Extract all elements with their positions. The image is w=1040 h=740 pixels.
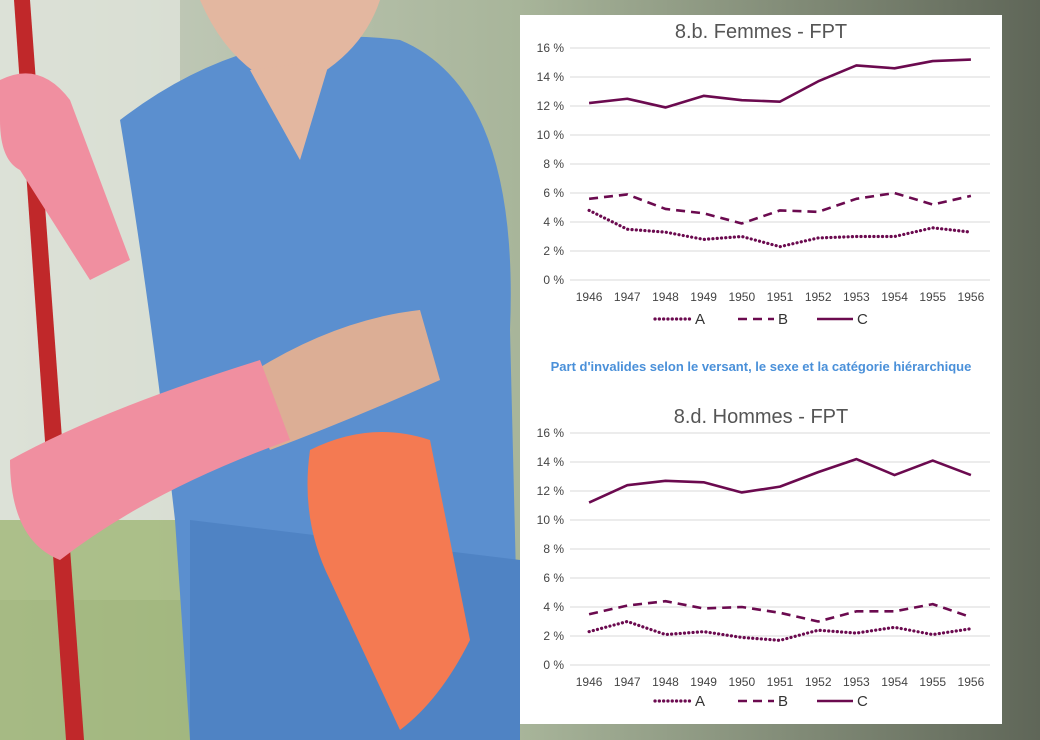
y-tick-label: 4 % <box>543 600 564 614</box>
chart-title: 8.d. Hommes - FPT <box>673 406 849 428</box>
figure-caption: Part d'invalides selon le versant, le se… <box>550 359 972 374</box>
x-tick-label: 1951 <box>767 675 794 689</box>
line-chart-femmes: 0 % 2 % 4 % 6 % 8 % 10 % 12 % 14 % 16 % 1946 1947 1… <box>537 41 990 328</box>
legend-label: C <box>857 693 868 710</box>
legend-label: B <box>778 311 788 328</box>
x-tick-label: 1948 <box>652 290 679 304</box>
y-tick-label: 8 % <box>543 542 564 556</box>
y-tick-label: 6 % <box>543 186 564 200</box>
x-tick-label: 1946 <box>576 290 603 304</box>
series-line-A <box>587 208 973 249</box>
x-tick-label: 1955 <box>919 675 946 689</box>
y-tick-label: 10 % <box>537 513 565 527</box>
series-line-A <box>587 619 973 642</box>
legend-label: B <box>778 693 788 710</box>
y-tick-label: 2 % <box>543 244 564 258</box>
legend-label: A <box>695 693 705 710</box>
y-tick-label: 14 % <box>537 70 565 84</box>
y-tick-label: 6 % <box>543 571 564 585</box>
y-tick-label: 0 % <box>543 273 564 287</box>
y-tick-label: 14 % <box>537 455 565 469</box>
legend-label: A <box>695 311 705 328</box>
chart-panel: 8.b. Femmes - FPT 0 % 2 % 4 % 6 % 8 % 10 % 12 … <box>520 15 1002 724</box>
series-line-C <box>588 58 971 109</box>
x-tick-label: 1956 <box>958 675 985 689</box>
series-line-B <box>588 191 972 225</box>
y-tick-label: 12 % <box>537 484 565 498</box>
legend-label: C <box>857 311 868 328</box>
x-tick-label: 1947 <box>614 675 641 689</box>
y-tick-label: 8 % <box>543 157 564 171</box>
x-tick-label: 1949 <box>690 675 717 689</box>
x-tick-label: 1956 <box>958 290 985 304</box>
x-tick-label: 1950 <box>728 675 755 689</box>
line-chart-hommes: 0 % 2 % 4 % 6 % 8 % 10 % 12 % 14 % 16 % 1946 1947 1… <box>537 426 990 710</box>
x-tick-label: 1954 <box>881 290 908 304</box>
series-line-C <box>588 457 972 504</box>
x-tick-label: 1950 <box>728 290 755 304</box>
chart-title: 8.b. Femmes - FPT <box>674 21 848 43</box>
x-tick-label: 1954 <box>881 675 908 689</box>
x-tick-label: 1955 <box>919 290 946 304</box>
x-tick-label: 1953 <box>843 675 870 689</box>
x-tick-label: 1949 <box>690 290 717 304</box>
y-tick-label: 16 % <box>537 41 565 55</box>
y-tick-label: 2 % <box>543 629 564 643</box>
y-tick-label: 16 % <box>537 426 565 440</box>
x-tick-label: 1947 <box>614 290 641 304</box>
y-tick-label: 4 % <box>543 215 564 229</box>
x-tick-label: 1952 <box>805 675 832 689</box>
y-tick-label: 10 % <box>537 128 565 142</box>
y-tick-label: 12 % <box>537 99 565 113</box>
x-tick-label: 1946 <box>576 675 603 689</box>
x-tick-label: 1952 <box>805 290 832 304</box>
series-line-B <box>588 599 972 623</box>
x-tick-label: 1953 <box>843 290 870 304</box>
y-tick-label: 0 % <box>543 658 564 672</box>
x-tick-label: 1948 <box>652 675 679 689</box>
x-tick-label: 1951 <box>767 290 794 304</box>
